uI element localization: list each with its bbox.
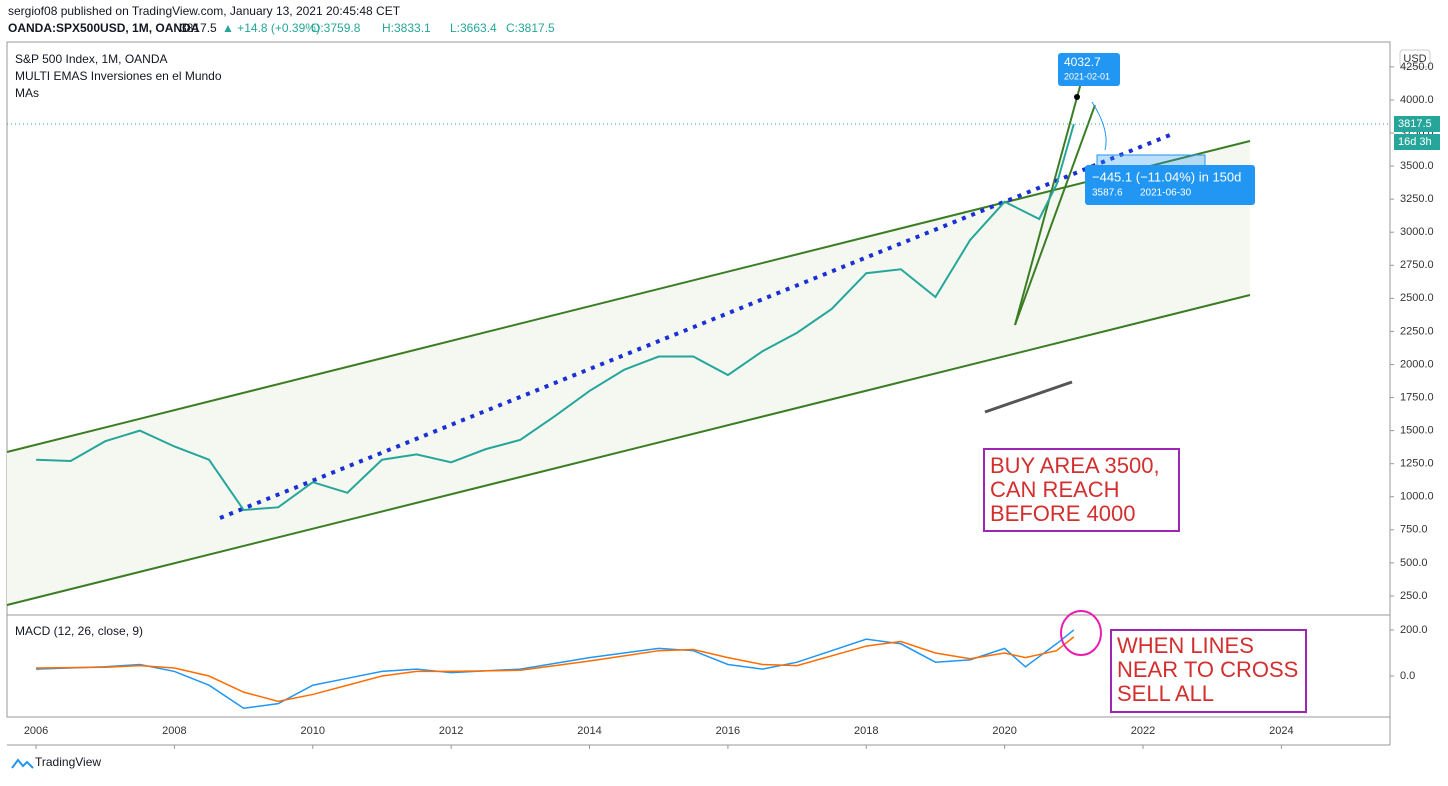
legend-item: MAs [15,86,39,100]
x-tick-label: 2006 [24,725,48,737]
measure-price: 3587.6 [1092,188,1123,199]
y-tick-label: 2500.0 [1400,292,1434,304]
measure-box [1085,165,1255,205]
countdown-tag [1394,134,1440,150]
price-tag-value: 3817.5 [1398,118,1432,130]
note-line: SELL ALL [1117,681,1214,706]
callout-arrow [1091,101,1107,151]
macd-title: MACD (12, 26, close, 9) [15,624,143,638]
y-tick-label: 2000.0 [1400,358,1434,370]
publisher: sergiof08 published on TradingView.com, … [8,4,401,18]
highlight-circle [1060,610,1102,656]
x-tick-label: 2022 [1131,725,1155,737]
note-line: NEAR TO CROSS [1117,657,1298,682]
logo-icon [11,758,34,769]
y-tick-label: 200.0 [1400,624,1428,636]
y-tick-label: 3000.0 [1400,226,1434,238]
y-tick-label: 0.0 [1400,670,1415,682]
change: ▲ +14.8 (+0.39%) [222,21,320,35]
x-tick-label: 2016 [716,725,740,737]
series-line [36,636,1075,703]
note-line: BUY AREA 3500, [990,453,1160,478]
dotted-trend [219,133,1171,520]
x-tick-label: 2012 [439,725,463,737]
y-tick-label: 2750.0 [1400,259,1434,271]
legend: S&P 500 Index, 1M, OANDA MULTI EMAS Inve… [15,52,222,100]
measure-date: 2021-06-30 [1140,188,1192,199]
y-tick-label: 4250.0 [1400,61,1434,73]
trend-line [1014,104,1096,326]
currency: USD [1403,53,1426,65]
symbol: OANDA:SPX500USD, 1M, OANDA [8,21,200,35]
note-line: WHEN LINES [1117,633,1254,658]
channel-fill [7,141,1250,605]
callout-box [1058,53,1120,86]
x-tick-label: 2024 [1269,725,1293,737]
note-line: BEFORE 4000 [990,501,1136,526]
footer-logo: TradingView [35,755,101,769]
y-tick-label: 1500.0 [1400,425,1434,437]
ma-line [984,380,1073,414]
y-tick-label: 2250.0 [1400,325,1434,337]
y-tick-label: 1250.0 [1400,458,1434,470]
series-line [36,629,1075,710]
note-box [1110,629,1307,713]
callout-date: 2021-02-01 [1064,71,1110,81]
series-line [36,123,1075,512]
price-tag [1394,116,1440,132]
high: H:3833.1 [382,21,431,35]
note-line: CAN REACH [990,477,1120,502]
legend-item: S&P 500 Index, 1M, OANDA [15,52,168,66]
x-tick-label: 2018 [854,725,878,737]
x-tick-label: 2008 [162,725,186,737]
measure-change: −445.1 (−11.04%) in 150d [1092,169,1241,184]
y-tick-label: 1000.0 [1400,491,1434,503]
low: L:3663.4 [450,21,497,35]
y-tick-label: 750.0 [1400,524,1428,536]
countdown: 16d 3h [1398,136,1432,148]
x-tick-label: 2014 [577,725,601,737]
open: O:3759.8 [311,21,361,35]
y-tick-label: 250.0 [1400,590,1428,602]
currency-box [1399,49,1431,68]
legend-item: MULTI EMAS Inversiones en el Mundo [15,69,222,83]
note-box [983,448,1180,532]
x-tick-label: 2020 [992,725,1016,737]
plots: 250.0 500.0 750.0 1000.0 1250.0 1500.0 1750.0 2… [24,61,1434,749]
close: C:3817.5 [506,21,555,35]
y-tick-label: 1750.0 [1400,391,1434,403]
symbol-line: OANDA:SPX500USD, 1M, OANDA 3817.5 ▲ +14.… [8,21,555,35]
channel-line [6,294,1251,606]
callout-price: 4032.7 [1064,55,1101,69]
y-tick-label: 500.0 [1400,557,1428,569]
callout-point [1074,94,1080,100]
x-tick-label: 2010 [301,725,325,737]
channel-line [6,140,1251,453]
y-tick-label: 4000.0 [1400,94,1434,106]
y-tick-label: 3250.0 [1400,193,1434,205]
y-tick-label: 3500.0 [1400,160,1434,172]
last: 3817.5 [180,21,217,35]
